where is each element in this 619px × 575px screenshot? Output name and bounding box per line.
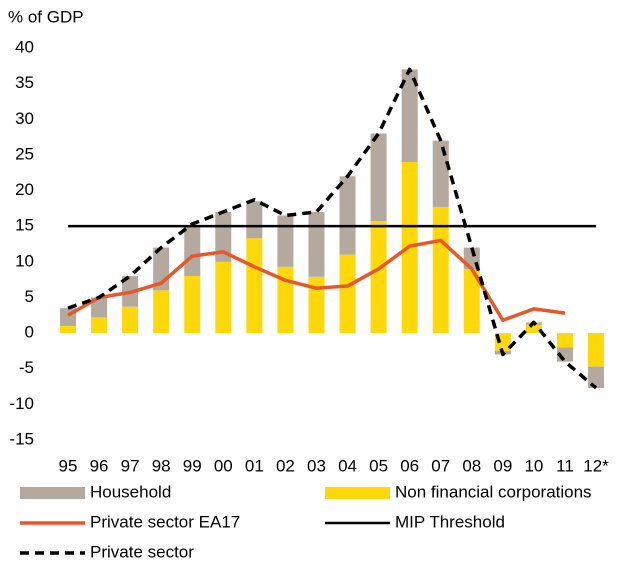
x-tick-label: 12* (583, 456, 609, 475)
bar (184, 276, 201, 334)
x-tick-label: 04 (338, 456, 357, 475)
x-tick-label: 99 (183, 456, 202, 475)
bar (432, 206, 449, 334)
x-tick-label: 11 (556, 456, 574, 475)
bar (308, 276, 325, 334)
bar (463, 268, 480, 334)
x-tick-label: 08 (462, 456, 481, 475)
x-tick-label: 03 (307, 456, 326, 475)
bar (525, 324, 542, 334)
bar (370, 221, 387, 334)
bar (91, 297, 108, 318)
y-tick-label: 20 (15, 180, 34, 199)
bar (370, 133, 387, 222)
legend-label: Private sector EA17 (90, 512, 240, 531)
bar (556, 333, 573, 348)
y-tick-label: 30 (15, 109, 34, 128)
x-tick-label: 05 (369, 456, 388, 475)
bar (277, 266, 294, 334)
y-tick-label: -10 (9, 394, 34, 413)
x-tick-label: 10 (524, 456, 543, 475)
y-axis-label: % of GDP (8, 7, 84, 26)
bar (246, 201, 263, 239)
legend-label: Non financial corporations (395, 482, 592, 501)
x-tick-label: 96 (90, 456, 109, 475)
y-tick-label: 40 (15, 37, 34, 56)
y-tick-label: 15 (15, 216, 34, 235)
bar (401, 69, 418, 163)
bar (153, 290, 170, 334)
bar (91, 317, 108, 334)
y-tick-label: 5 (25, 287, 34, 306)
x-tick-label: 01 (245, 456, 264, 475)
legend-swatch (325, 487, 390, 499)
y-tick-label: 25 (15, 144, 34, 163)
y-tick-label: -15 (9, 429, 34, 448)
bar (184, 226, 201, 277)
x-tick-label: 00 (214, 456, 233, 475)
bar (308, 211, 325, 277)
bar (432, 140, 449, 207)
y-tick-label: 35 (15, 73, 34, 92)
bar (339, 176, 356, 255)
y-tick-label: 10 (15, 251, 34, 270)
x-tick-label: 98 (152, 456, 171, 475)
bar (277, 215, 294, 267)
legend-label: MIP Threshold (395, 512, 505, 531)
x-tick-label: 02 (276, 456, 295, 475)
legend-label: Private sector (90, 542, 194, 561)
y-tick-label: 0 (25, 323, 34, 342)
x-tick-label: 95 (59, 456, 78, 475)
bar (122, 306, 139, 334)
x-tick-label: 09 (493, 456, 512, 475)
x-tick-label: 97 (121, 456, 140, 475)
line (67, 238, 566, 323)
legend-label: Household (90, 482, 171, 501)
bar (339, 254, 356, 334)
bar (215, 261, 232, 334)
bar (588, 333, 605, 367)
x-tick-label: 07 (431, 456, 450, 475)
bar (246, 238, 263, 334)
x-tick-label: 06 (400, 456, 419, 475)
legend-swatch (20, 487, 85, 499)
bar (60, 325, 76, 334)
dashed-line (67, 67, 598, 390)
bar (215, 211, 232, 262)
y-tick-label: -5 (19, 358, 34, 377)
